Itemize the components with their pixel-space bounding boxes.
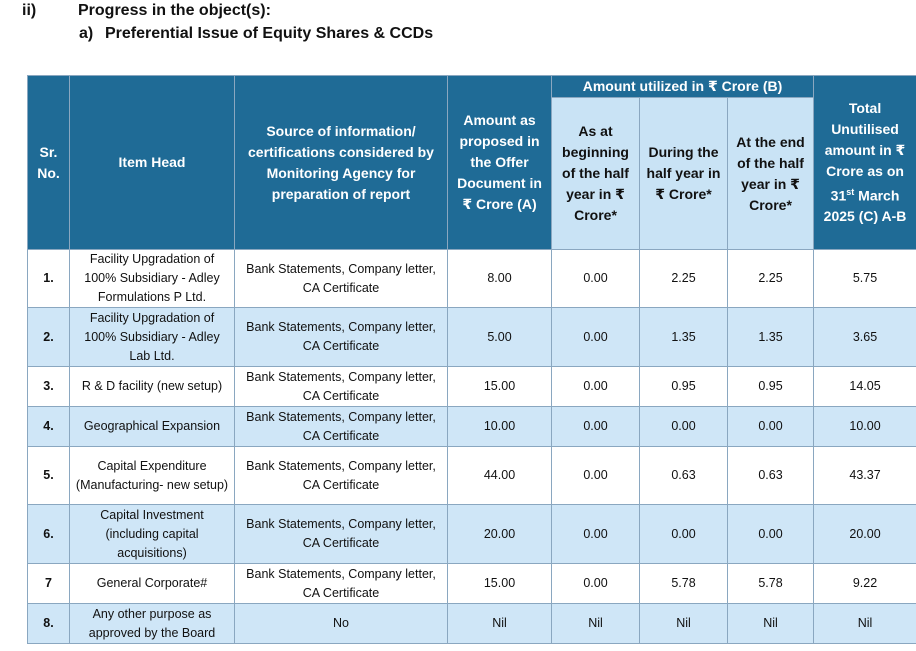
row-source: Bank Statements, Company letter, CA Cert… — [234, 366, 448, 407]
row-end: 0.63 — [726, 446, 815, 505]
row-source: No — [234, 603, 448, 644]
row-total-unutilised: 9.22 — [813, 563, 916, 604]
row-item-head: Geographical Expansion — [69, 406, 235, 447]
row-amount-proposed: 15.00 — [447, 563, 552, 604]
row-beginning: 0.00 — [551, 366, 640, 407]
row-end: 5.78 — [726, 563, 815, 604]
row-end: 0.95 — [726, 366, 815, 407]
header-beginning: As at beginning of the half year in ₹ Cr… — [551, 97, 640, 250]
row-beginning: 0.00 — [551, 563, 640, 604]
table-row: 1. Facility Upgradation of 100% Subsidiar… — [27, 249, 916, 308]
row-sr-no: 1. — [27, 249, 70, 308]
table-row: 3. R & D facility (new setup) Bank Stateme… — [27, 366, 916, 407]
row-end: Nil — [726, 603, 815, 644]
row-beginning: 0.00 — [551, 406, 640, 447]
row-total-unutilised: Nil — [813, 603, 916, 644]
header-total-text-pre: Total Unutilised amount in ₹ Crore as on… — [824, 99, 906, 204]
row-amount-proposed: 15.00 — [447, 366, 552, 407]
row-sr-no: 8. — [27, 603, 70, 644]
row-source: Bank Statements, Company letter, CA Cert… — [234, 563, 448, 604]
header-source: Source of information/ certifications co… — [234, 75, 448, 250]
row-beginning: 0.00 — [551, 249, 640, 308]
row-total-unutilised: 14.05 — [813, 366, 916, 407]
section-heading: ii) Progress in the object(s): — [22, 2, 271, 20]
row-during: 1.35 — [639, 307, 728, 367]
header-sr-no: Sr. No. — [27, 75, 70, 250]
table-row: 7 General Corporate# Bank Statements, Comp… — [27, 563, 916, 604]
header-total-superscript: st — [846, 186, 855, 197]
header-amount-utilized: Amount utilized in ₹ Crore (B) — [550, 75, 815, 98]
row-item-head: Facility Upgradation of 100% Subsidiary … — [69, 307, 235, 367]
table-row: 4. Geographical Expansion Bank Statements,… — [27, 406, 916, 447]
row-amount-proposed: 5.00 — [447, 307, 552, 367]
row-item-head: R & D facility (new setup) — [69, 366, 235, 407]
section-title: Progress in the object(s): — [78, 2, 271, 19]
row-during: 0.95 — [639, 366, 728, 407]
row-item-head: Capital Expenditure (Manufacturing- new … — [69, 446, 235, 505]
row-amount-proposed: Nil — [447, 603, 552, 644]
row-during: 0.00 — [639, 406, 728, 447]
table-row: 8. Any other purpose as approved by the B… — [27, 603, 916, 644]
row-sr-no: 2. — [27, 307, 70, 367]
subsection-number: a) — [79, 25, 94, 42]
row-sr-no: 3. — [27, 366, 70, 407]
row-sr-no: 4. — [27, 406, 70, 447]
row-item-head: Capital Investment (including capital ac… — [69, 504, 235, 564]
row-end: 0.00 — [726, 406, 815, 447]
row-end: 0.00 — [726, 504, 815, 564]
row-total-unutilised: 3.65 — [813, 307, 916, 367]
header-total-unutilised: Total Unutilised amount in ₹ Crore as on… — [813, 75, 916, 250]
row-beginning: 0.00 — [551, 307, 640, 367]
row-total-unutilised: 43.37 — [813, 446, 916, 505]
row-end: 2.25 — [726, 249, 815, 308]
table-row: 5. Capital Expenditure (Manufacturing- ne… — [27, 446, 916, 505]
row-beginning: Nil — [551, 603, 640, 644]
row-source: Bank Statements, Company letter, CA Cert… — [234, 504, 448, 564]
row-sr-no: 7 — [27, 563, 70, 604]
row-source: Bank Statements, Company letter, CA Cert… — [234, 249, 448, 308]
row-during: Nil — [639, 603, 728, 644]
header-end: At the end of the half year in ₹ Crore* — [726, 97, 815, 250]
row-sr-no: 6. — [27, 504, 70, 564]
row-beginning: 0.00 — [551, 504, 640, 564]
table-row: 6. Capital Investment (including capital … — [27, 504, 916, 564]
row-during: 5.78 — [639, 563, 728, 604]
row-during: 2.25 — [639, 249, 728, 308]
row-total-unutilised: 10.00 — [813, 406, 916, 447]
row-during: 0.00 — [639, 504, 728, 564]
row-total-unutilised: 20.00 — [813, 504, 916, 564]
row-source: Bank Statements, Company letter, CA Cert… — [234, 307, 448, 367]
row-item-head: General Corporate# — [69, 563, 235, 604]
progress-table: Sr. No. Item Head Source of information/… — [27, 75, 916, 644]
header-amount-proposed: Amount as proposed in the Offer Document… — [447, 75, 552, 250]
header-during: During the half year in ₹ Crore* — [639, 97, 728, 250]
subsection-title: Preferential Issue of Equity Shares & CC… — [105, 25, 434, 42]
header-item-head: Item Head — [69, 75, 235, 250]
table-row: 2. Facility Upgradation of 100% Subsidiar… — [27, 307, 916, 367]
row-item-head: Facility Upgradation of 100% Subsidiary … — [69, 249, 235, 308]
row-source: Bank Statements, Company letter, CA Cert… — [234, 446, 448, 505]
row-source: Bank Statements, Company letter, CA Cert… — [234, 406, 448, 447]
row-amount-proposed: 10.00 — [447, 406, 552, 447]
row-sr-no: 5. — [27, 446, 70, 505]
row-beginning: 0.00 — [551, 446, 640, 505]
row-item-head: Any other purpose as approved by the Boa… — [69, 603, 235, 644]
row-end: 1.35 — [726, 307, 815, 367]
header-total-text-post: March 2025 (C) A-B — [823, 187, 907, 225]
section-number: ii) — [22, 2, 37, 19]
row-amount-proposed: 8.00 — [447, 249, 552, 308]
row-during: 0.63 — [639, 446, 728, 505]
subsection-heading: a) Preferential Issue of Equity Shares & … — [79, 25, 433, 43]
row-total-unutilised: 5.75 — [813, 249, 916, 308]
row-amount-proposed: 20.00 — [447, 504, 552, 564]
row-amount-proposed: 44.00 — [447, 446, 552, 505]
